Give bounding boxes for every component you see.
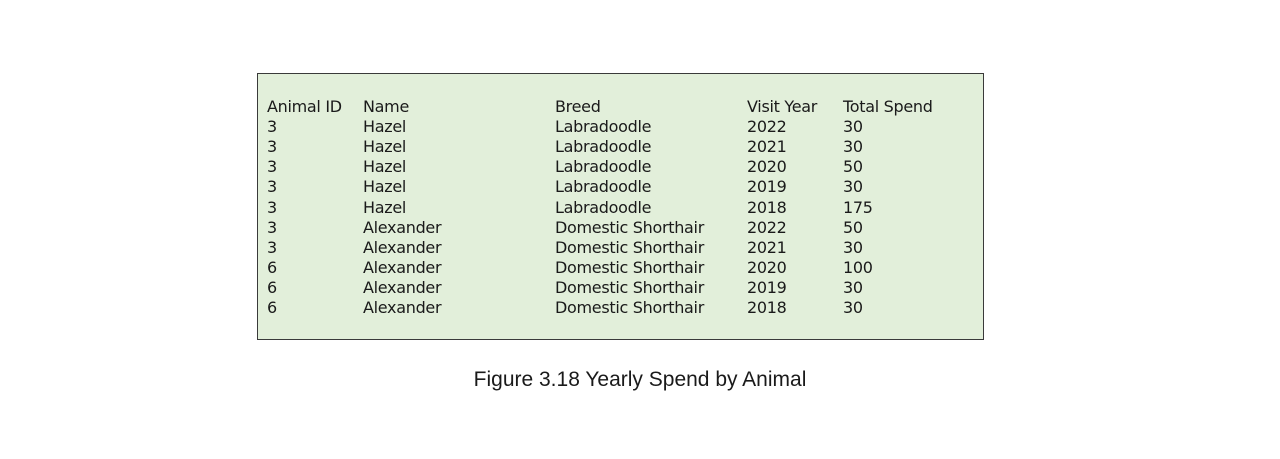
cell-total-spend: 30 xyxy=(843,177,863,197)
cell-breed: Labradoodle xyxy=(555,177,652,197)
cell-visit-year: 2020 xyxy=(747,157,787,177)
cell-total-spend: 50 xyxy=(843,157,863,177)
cell-total-spend: 30 xyxy=(843,277,863,297)
cell-visit-year: 2019 xyxy=(747,277,787,297)
column-header-visit-year: Visit Year xyxy=(747,97,818,117)
cell-visit-year: 2022 xyxy=(747,117,787,137)
table-row: 3 Hazel Labradoodle 2022 30 xyxy=(267,117,953,137)
table-row: 3 Hazel Labradoodle 2019 30 xyxy=(267,177,953,197)
figure-caption: Figure 3.18 Yearly Spend by Animal xyxy=(473,368,807,391)
cell-breed: Labradoodle xyxy=(555,117,652,137)
yearly-spend-table: Animal ID Name Breed Visit Year Total Sp… xyxy=(267,97,953,318)
cell-total-spend: 30 xyxy=(843,297,863,317)
table-row: 6 Alexander Domestic Shorthair 2018 30 xyxy=(267,298,953,318)
cell-visit-year: 2021 xyxy=(747,237,787,257)
cell-total-spend: 50 xyxy=(843,217,863,237)
cell-total-spend: 30 xyxy=(843,137,863,157)
cell-name: Hazel xyxy=(363,177,407,197)
cell-name: Hazel xyxy=(363,137,407,157)
cell-name: Alexander xyxy=(363,217,442,237)
table-row: 6 Alexander Domestic Shorthair 2019 30 xyxy=(267,278,953,298)
cell-name: Hazel xyxy=(363,197,407,217)
cell-breed: Labradoodle xyxy=(555,137,652,157)
table-row: 3 Hazel Labradoodle 2020 50 xyxy=(267,157,953,177)
column-header-animal-id: Animal ID xyxy=(267,97,342,117)
cell-breed: Domestic Shorthair xyxy=(555,297,704,317)
cell-visit-year: 2020 xyxy=(747,257,787,277)
table-row: 3 Hazel Labradoodle 2021 30 xyxy=(267,137,953,157)
cell-breed: Labradoodle xyxy=(555,157,652,177)
cell-animal-id: 3 xyxy=(267,217,277,237)
cell-animal-id: 3 xyxy=(267,177,277,197)
cell-name: Hazel xyxy=(363,117,407,137)
cell-animal-id: 3 xyxy=(267,237,277,257)
cell-animal-id: 3 xyxy=(267,137,277,157)
table-row: 3 Hazel Labradoodle 2018 175 xyxy=(267,197,953,217)
cell-name: Alexander xyxy=(363,237,442,257)
cell-total-spend: 30 xyxy=(843,237,863,257)
column-header-breed: Breed xyxy=(555,97,601,117)
table-body: 3 Hazel Labradoodle 2022 30 3 Hazel Labradoodle… xyxy=(267,117,953,318)
cell-total-spend: 100 xyxy=(843,257,873,277)
cell-breed: Domestic Shorthair xyxy=(555,237,704,257)
column-header-total-spend: Total Spend xyxy=(843,97,933,117)
column-header-name: Name xyxy=(363,97,410,117)
cell-breed: Labradoodle xyxy=(555,197,652,217)
cell-name: Alexander xyxy=(363,257,442,277)
cell-visit-year: 2021 xyxy=(747,137,787,157)
cell-animal-id: 3 xyxy=(267,117,277,137)
cell-animal-id: 6 xyxy=(267,277,277,297)
table-row: 3 Alexander Domestic Shorthair 2021 30 xyxy=(267,238,953,258)
cell-breed: Domestic Shorthair xyxy=(555,257,704,277)
cell-name: Hazel xyxy=(363,157,407,177)
cell-animal-id: 6 xyxy=(267,257,277,277)
table-header-row: Animal ID Name Breed Visit Year Total Sp… xyxy=(267,97,953,117)
table-row: 6 Alexander Domestic Shorthair 2020 100 xyxy=(267,258,953,278)
cell-animal-id: 3 xyxy=(267,157,277,177)
cell-animal-id: 6 xyxy=(267,297,277,317)
cell-breed: Domestic Shorthair xyxy=(555,277,704,297)
cell-visit-year: 2019 xyxy=(747,177,787,197)
cell-visit-year: 2018 xyxy=(747,297,787,317)
table-row: 3 Alexander Domestic Shorthair 2022 50 xyxy=(267,218,953,238)
cell-name: Alexander xyxy=(363,277,442,297)
cell-visit-year: 2018 xyxy=(747,197,787,217)
cell-name: Alexander xyxy=(363,297,442,317)
cell-total-spend: 175 xyxy=(843,197,873,217)
cell-animal-id: 3 xyxy=(267,197,277,217)
cell-visit-year: 2022 xyxy=(747,217,787,237)
cell-total-spend: 30 xyxy=(843,117,863,137)
data-table-panel: Animal ID Name Breed Visit Year Total Sp… xyxy=(257,73,984,340)
cell-breed: Domestic Shorthair xyxy=(555,217,704,237)
